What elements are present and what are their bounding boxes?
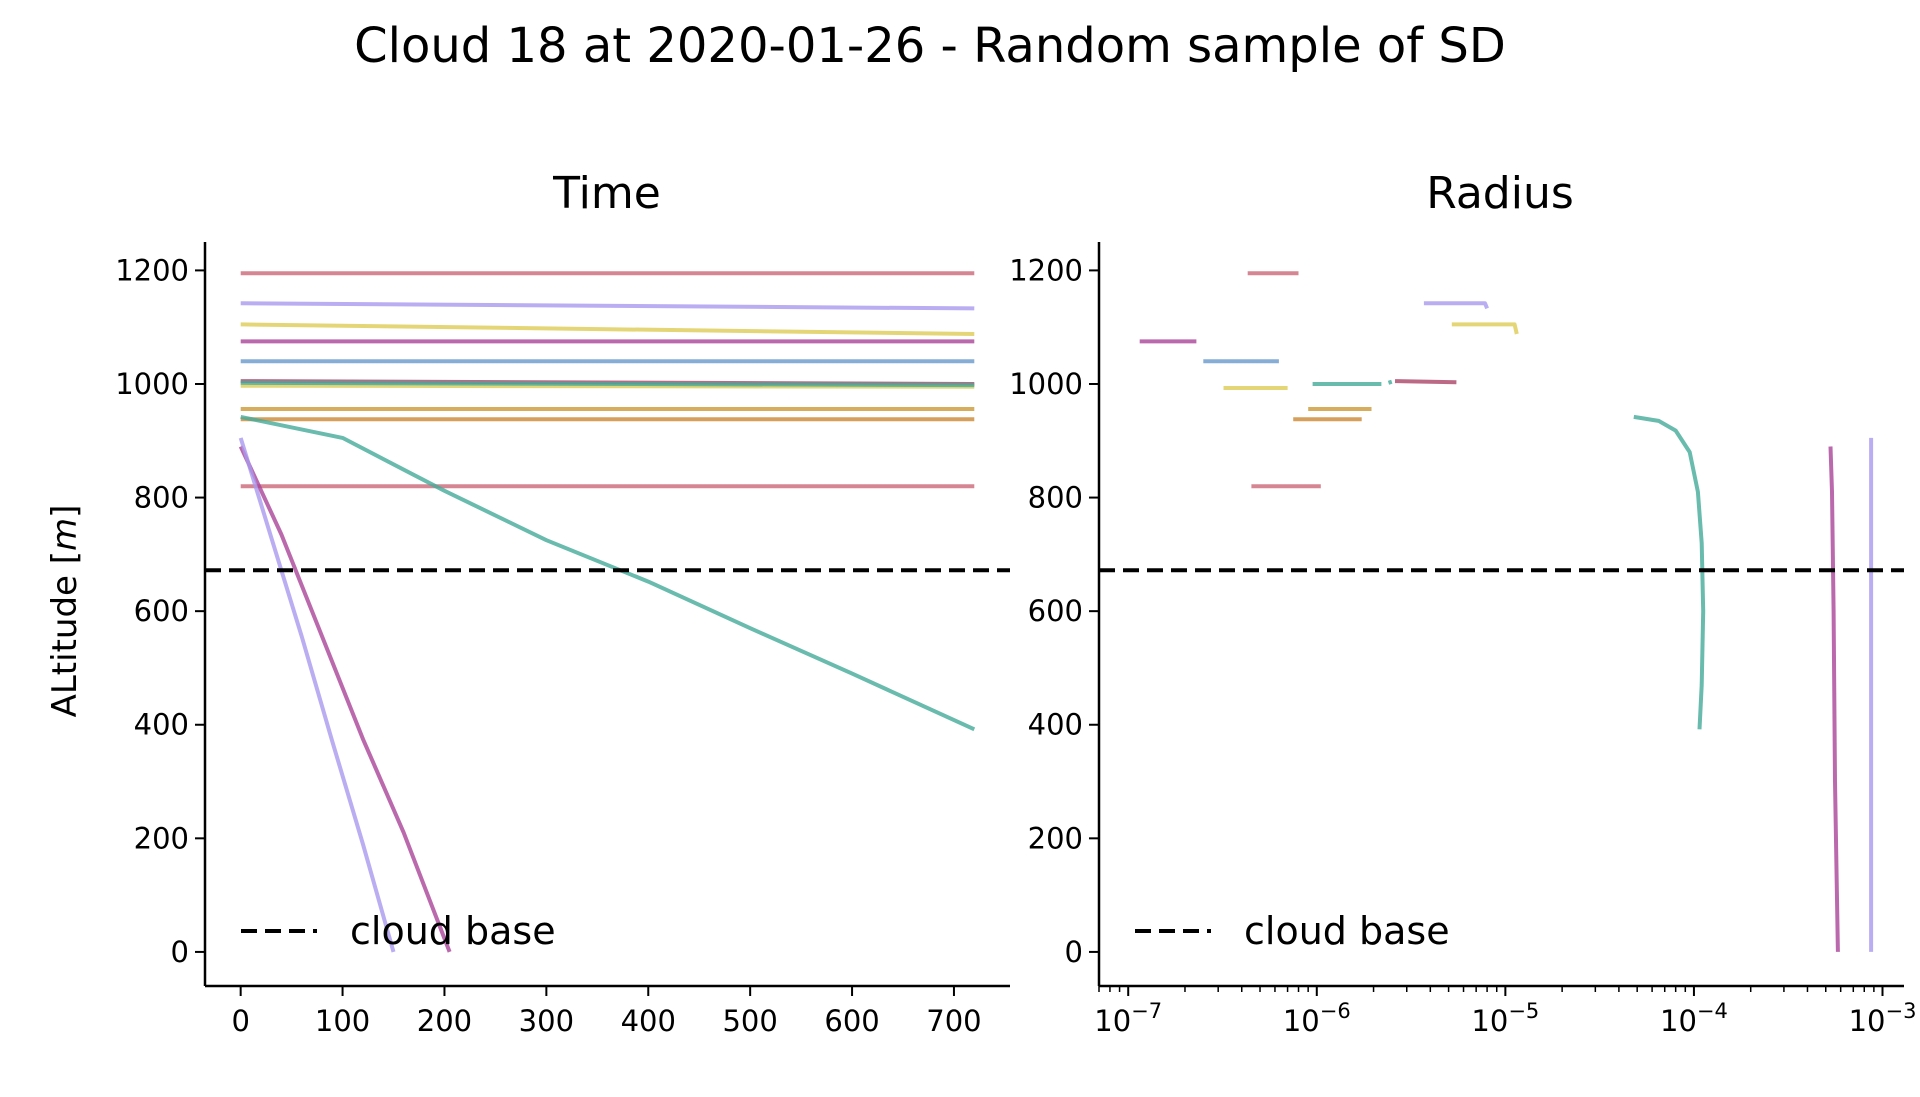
x-tick-label: 0 [231, 1004, 249, 1038]
x-tick-label: 200 [417, 1004, 472, 1038]
y-tick-label: 800 [1028, 481, 1083, 515]
series-line-1 [1423, 301, 1489, 310]
y-tick-label: 800 [134, 481, 189, 515]
series-line-6 [1387, 379, 1393, 385]
radius-subtitle: Radius [1426, 168, 1574, 219]
y-tick-label: 1200 [1009, 253, 1083, 287]
time-subtitle: Time [552, 168, 661, 219]
x-tick-label: 100 [315, 1004, 370, 1038]
x-tick-label: 400 [621, 1004, 676, 1038]
x-tick-label: 10−6 [1283, 999, 1351, 1038]
series-line-13 [1828, 446, 1840, 952]
time-panel: Time ALtitude [m] 0200400600800100012000… [45, 168, 1010, 1038]
radius-plot-area: 0 200 400 600 800 1000 1200 10−7 10−6 10−5 10−4 10−… [1009, 242, 1916, 1038]
y-tick-label: 0 [1065, 935, 1083, 969]
x-tick-label: 600 [824, 1004, 879, 1038]
y-tick-label: 400 [134, 708, 189, 742]
series-line-13 [238, 437, 396, 953]
legend-cloud-base-label: cloud base [350, 909, 556, 953]
series-line-11 [240, 414, 976, 732]
x-tick-label: 500 [722, 1004, 777, 1038]
x-tick-label: 10−7 [1094, 999, 1162, 1038]
y-tick-label: 0 [171, 935, 189, 969]
x-tick-label: 10−4 [1660, 999, 1728, 1038]
x-tick-label: 300 [519, 1004, 574, 1038]
series-line-2 [1451, 322, 1519, 335]
series-line-12 [238, 445, 452, 953]
series-line-7 [1394, 379, 1457, 385]
legend-cloud-base-label: cloud base [1244, 909, 1450, 953]
x-tick-label: 700 [926, 1004, 981, 1038]
y-axis-label: ALtitude [m] [45, 505, 85, 718]
y-tick-label: 1200 [115, 253, 189, 287]
x-tick-label: 10−3 [1849, 999, 1917, 1038]
figure-title: Cloud 18 at 2020-01-26 - Random sample o… [354, 18, 1506, 74]
series-line-7 [240, 380, 975, 388]
y-tick-label: 1000 [1009, 367, 1083, 401]
time-plot-area: 0 200 400 600 800 1000 1200 0 100 200 300 400 500 600… [115, 242, 1010, 1038]
y-tick-label: 200 [134, 821, 189, 855]
series-line-12 [1633, 414, 1706, 730]
radius-panel: Radius 0 200 400 600 800 1000 1200 10−7 10−6 10−5… [1009, 168, 1916, 1038]
series-line-1 [240, 301, 975, 311]
y-tick-label: 600 [1028, 594, 1083, 628]
y-tick-label: 200 [1028, 821, 1083, 855]
x-tick-label: 10−5 [1471, 999, 1539, 1038]
y-tick-label: 400 [1028, 708, 1083, 742]
y-tick-label: 1000 [115, 367, 189, 401]
y-tick-label: 600 [134, 594, 189, 628]
series-line-2 [240, 322, 975, 336]
